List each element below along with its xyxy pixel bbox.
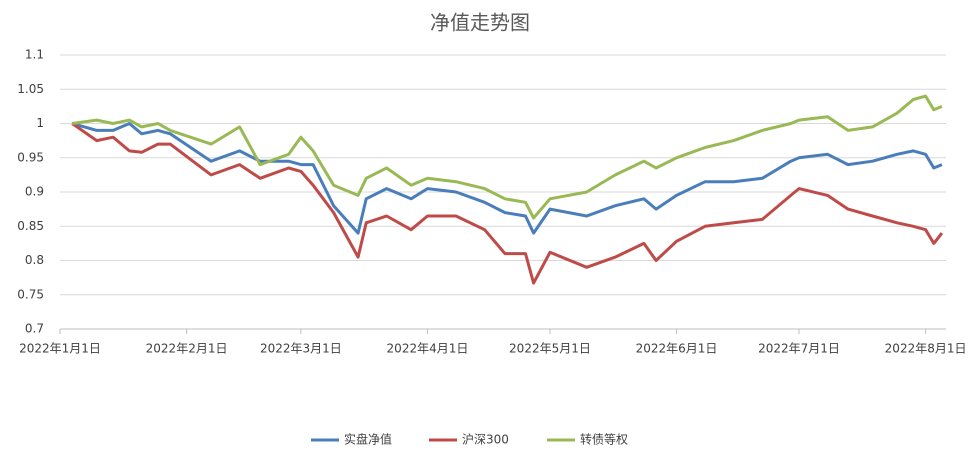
y-tick-label: 0.8 (25, 253, 44, 267)
y-tick-label: 0.7 (25, 322, 44, 336)
legend-label: 沪深300 (462, 433, 509, 447)
x-tick-label: 2022年6月1日 (636, 342, 718, 356)
y-tick-label: 1 (36, 116, 44, 130)
x-tick-label: 2022年7月1日 (758, 342, 840, 356)
y-tick-label: 1.1 (25, 48, 44, 62)
series-line (71, 122, 944, 285)
y-tick-label: 0.9 (25, 185, 44, 199)
x-tick-label: 2022年8月1日 (885, 342, 967, 356)
x-tick-label: 2022年1月1日 (19, 342, 101, 356)
series-line (71, 94, 943, 220)
y-tick-label: 0.95 (17, 150, 44, 164)
y-tick-label: 1.05 (17, 82, 44, 96)
x-tick-label: 2022年5月1日 (509, 342, 591, 356)
legend-label: 转债等权 (580, 432, 628, 447)
y-tick-label: 0.85 (17, 219, 44, 233)
x-tick-label: 2022年2月1日 (146, 342, 228, 356)
x-tick-label: 2022年4月1日 (387, 342, 469, 356)
y-tick-label: 0.75 (17, 287, 44, 301)
chart-title: 净值走势图 (430, 11, 530, 35)
series-line (71, 122, 943, 235)
x-tick-label: 2022年3月1日 (260, 342, 342, 356)
legend-label: 实盘净值 (344, 432, 392, 447)
